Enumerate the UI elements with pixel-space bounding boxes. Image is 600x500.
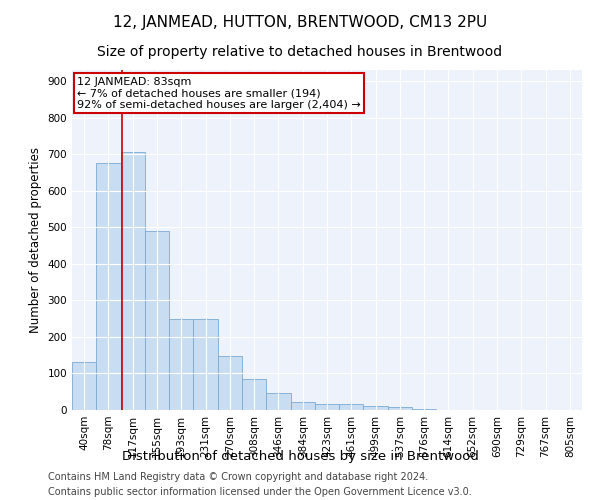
Text: Size of property relative to detached houses in Brentwood: Size of property relative to detached ho…	[97, 45, 503, 59]
Bar	[72, 362, 96, 410]
Bar	[266, 393, 290, 410]
Text: 12 JANMEAD: 83sqm
← 7% of detached houses are smaller (194)
92% of semi-detached: 12 JANMEAD: 83sqm ← 7% of detached house…	[77, 77, 361, 110]
Bar	[121, 152, 145, 410]
Bar	[339, 404, 364, 410]
Y-axis label: Number of detached properties: Number of detached properties	[29, 147, 42, 333]
Bar	[193, 318, 218, 410]
Bar	[242, 379, 266, 410]
Bar	[218, 356, 242, 410]
Bar	[96, 163, 121, 410]
Text: 12, JANMEAD, HUTTON, BRENTWOOD, CM13 2PU: 12, JANMEAD, HUTTON, BRENTWOOD, CM13 2PU	[113, 15, 487, 30]
Bar	[388, 408, 412, 410]
Bar	[290, 402, 315, 410]
Bar	[169, 318, 193, 410]
Bar	[315, 404, 339, 410]
Text: Contains public sector information licensed under the Open Government Licence v3: Contains public sector information licen…	[48, 487, 472, 497]
Bar	[145, 231, 169, 410]
Text: Distribution of detached houses by size in Brentwood: Distribution of detached houses by size …	[122, 450, 478, 463]
Bar	[364, 406, 388, 410]
Text: Contains HM Land Registry data © Crown copyright and database right 2024.: Contains HM Land Registry data © Crown c…	[48, 472, 428, 482]
